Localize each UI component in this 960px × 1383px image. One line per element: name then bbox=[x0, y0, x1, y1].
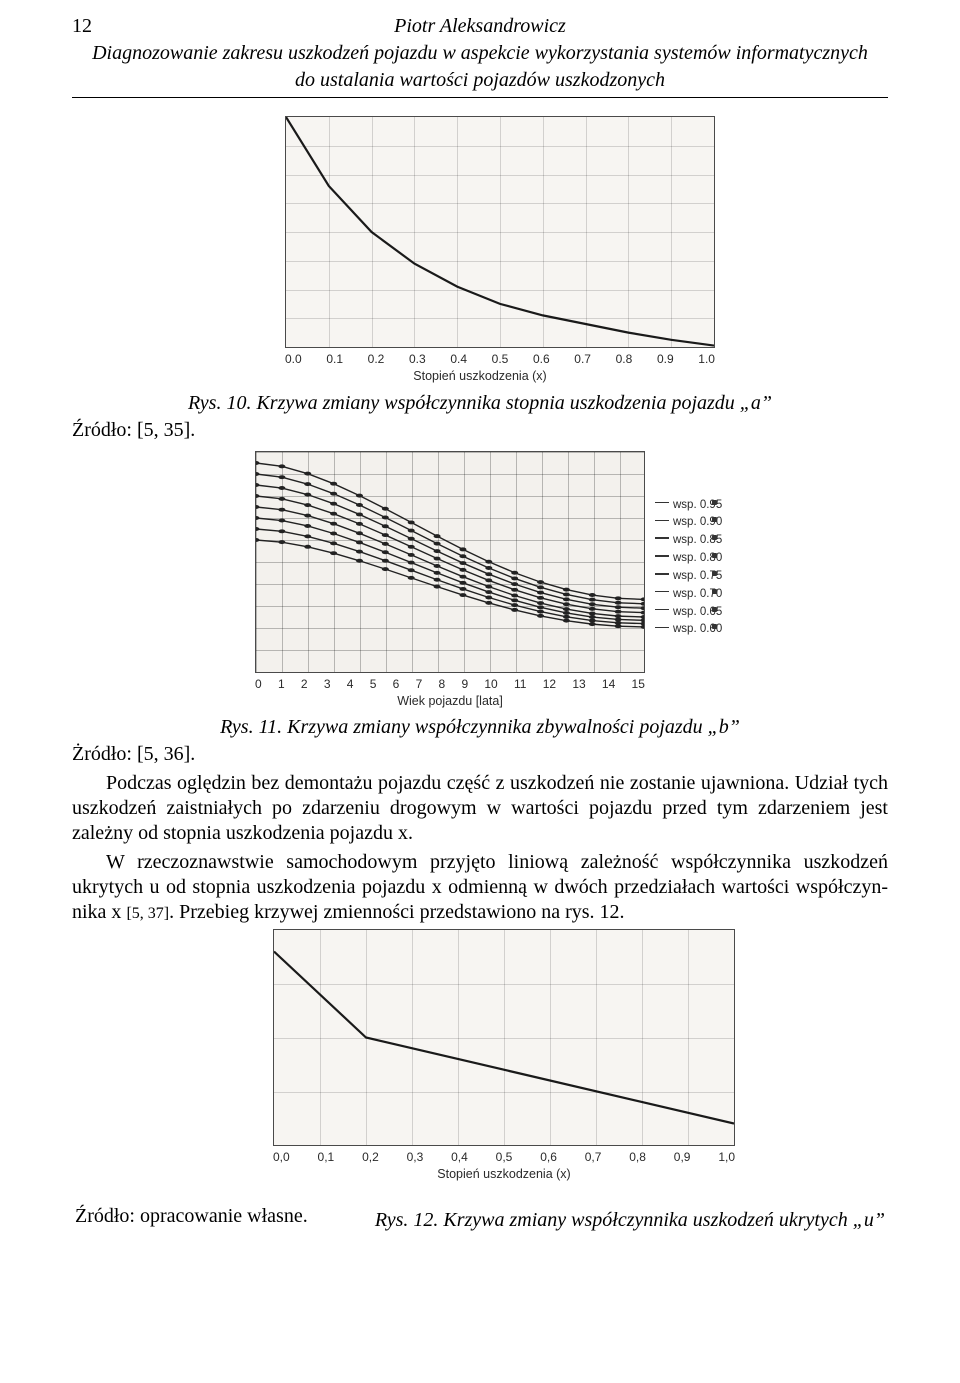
fig11-plot-area: 1.00.90.80.70.60.50.40.30.20.10.0 bbox=[255, 451, 645, 673]
running-head-line1: Diagnozowanie zakresu uszkodzeń pojazdu … bbox=[72, 41, 888, 66]
fig10-xticks: 0.00.10.20.30.40.50.60.70.80.91.0 bbox=[285, 352, 715, 367]
fig11-xaxis-label: Wiek pojazdu [lata] bbox=[255, 694, 645, 710]
page-number: 12 bbox=[72, 14, 92, 39]
legend-item: wsp. 0.80 bbox=[655, 550, 723, 568]
fig11-legend: wsp. 0.95wsp. 0.90wsp. 0.85wsp. 0.80wsp.… bbox=[655, 497, 723, 710]
fig12-plot-area: 1,000,950,900,850,80 bbox=[273, 929, 735, 1146]
fig12-chartwrap: 1,000,950,900,850,80 0,00,10,20,30,40,50… bbox=[72, 929, 888, 1183]
fig12-xaxis-label: Stopień uszkodzenia (x) bbox=[273, 1167, 735, 1183]
fig12-xticks: 0,00,10,20,30,40,50,60,70,80,91,0 bbox=[273, 1150, 735, 1165]
fig10-xaxis-label: Stopień uszkodzenia (x) bbox=[245, 369, 715, 385]
fig10-plot-area: 1.00.90.80.70.60.50.40.30.2 bbox=[285, 116, 715, 348]
fig12-source: Źródło: opracowanie własne. bbox=[75, 1204, 328, 1229]
fig11-caption: Rys. 11. Krzywa zmiany współczynnika zby… bbox=[72, 715, 888, 740]
legend-item: wsp. 0.65 bbox=[655, 604, 723, 622]
fig12-chart: 1,000,950,900,850,80 0,00,10,20,30,40,50… bbox=[225, 929, 735, 1183]
fig12-caption: Rys. 12. Krzywa zmiany współczynnika usz… bbox=[332, 1208, 885, 1233]
fig10-source: Źródło: [5, 35]. bbox=[72, 418, 888, 443]
running-head-line2: do ustalania wartości pojazdów uszkodzon… bbox=[72, 68, 888, 93]
body-p2-ref: [5, 37] bbox=[126, 905, 169, 922]
legend-item: wsp. 0.95 bbox=[655, 497, 723, 515]
legend-item: wsp. 0.70 bbox=[655, 586, 723, 604]
fig10-chartwrap: 1.00.90.80.70.60.50.40.30.2 0.00.10.20.3… bbox=[72, 116, 888, 385]
header-rule bbox=[72, 97, 888, 98]
fig10-caption: Rys. 10. Krzywa zmiany współczynnika sto… bbox=[72, 391, 888, 416]
fig10-chart: 1.00.90.80.70.60.50.40.30.2 0.00.10.20.3… bbox=[245, 116, 715, 385]
fig11-source: Żródło: [5, 36]. bbox=[72, 742, 888, 767]
running-head-author: Piotr Aleksandrowicz bbox=[72, 14, 888, 39]
legend-item: wsp. 0.75 bbox=[655, 568, 723, 586]
fig11-curves bbox=[256, 452, 644, 672]
legend-item: wsp. 0.90 bbox=[655, 514, 723, 532]
legend-item: wsp. 0.60 bbox=[655, 621, 723, 639]
legend-item: wsp. 0.85 bbox=[655, 532, 723, 550]
fig11-chartwrap: 1.00.90.80.70.60.50.40.30.20.10.0 012345… bbox=[72, 451, 888, 710]
fig11-xticks: 0123456789101112131415 bbox=[255, 677, 645, 692]
fig11-chart: 1.00.90.80.70.60.50.40.30.20.10.0 012345… bbox=[215, 451, 745, 710]
body-paragraph-1: Podczas oględzin bez demontażu pojazdu c… bbox=[72, 771, 888, 846]
body-paragraph-2: W rzeczoznawstwie samochodowym przyjęto … bbox=[72, 850, 888, 925]
body-p2-b: . Przebieg krzywej zmienności przedstawi… bbox=[169, 901, 624, 923]
